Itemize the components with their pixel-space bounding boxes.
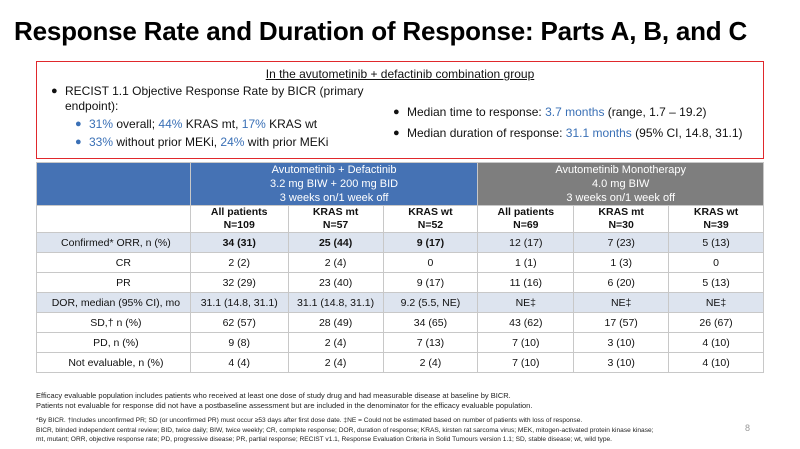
table-cell: 2 (4) (287, 252, 384, 273)
table-cell: NE‡ (477, 292, 575, 313)
page-title: Response Rate and Duration of Response: … (14, 16, 748, 46)
abbreviation-footnotes: *By BICR. †Includes unconfirmed PR; SD (… (36, 416, 736, 445)
bullet-icon: ● (393, 127, 400, 139)
sub-bullet-meki: ● 33% without prior MEKi, 24% with prior… (75, 135, 381, 150)
group-header-combination: Avutometinib + Defactinib 3.2 mg BIW + 20… (189, 162, 479, 206)
table-cell: 23 (40) (287, 272, 384, 293)
table-cell: 28 (49) (287, 312, 384, 333)
table-cell: 3 (10) (573, 352, 670, 373)
table-cell: 62 (57) (189, 312, 289, 333)
column-header: KRAS wt N=39 (668, 205, 764, 233)
summary-heading: In the avutometinib + defactinib combina… (265, 67, 535, 81)
table-cell: 4 (10) (668, 332, 764, 353)
table-row: Not evaluable, n (%) 4 (4) 2 (4) 2 (4) 7… (36, 352, 764, 373)
row-label: PR (36, 272, 191, 293)
table-cell: 7 (13) (382, 332, 479, 353)
bullet-icon: ● (75, 136, 82, 148)
column-header-blank (36, 205, 191, 233)
footnote-symbols: *By BICR. †Includes unconfirmed PR; SD (… (36, 417, 583, 424)
column-header: KRAS mt N=57 (287, 205, 384, 233)
table-cell: 2 (4) (287, 352, 384, 373)
table-row: Confirmed* ORR, n (%) 34 (31) 25 (44) 9 … (36, 232, 764, 253)
footnote-not-evaluable: Patients not evaluable for response did … (36, 401, 533, 410)
table-cell: 3 (10) (573, 332, 670, 353)
table-cell: 1 (3) (573, 252, 670, 273)
sub-bullet-meki-text: 33% without prior MEKi, 24% with prior M… (89, 135, 329, 149)
population-footnotes: Efficacy evaluable population includes p… (36, 391, 776, 411)
table-row: DOR, median (95% CI), mo 31.1 (14.8, 31.… (36, 292, 764, 313)
table-cell: 2 (2) (189, 252, 289, 273)
group-header-blank (36, 162, 191, 206)
table-cell: 31.1 (14.8, 31.1) (287, 292, 384, 313)
bullet-duration-text: Median duration of response: 31.1 months… (407, 126, 743, 140)
footnote-population: Efficacy evaluable population includes p… (36, 391, 511, 400)
table-cell: 9.2 (5.5, NE) (382, 292, 479, 313)
results-table: Avutometinib + Defactinib 3.2 mg BIW + 20… (36, 162, 764, 373)
bullet-time-to-response: ● Median time to response: 3.7 months (r… (393, 105, 765, 120)
group-header-monotherapy: Avutometinib Monotherapy 4.0 mg BIW 3 week… (477, 162, 764, 206)
summary-box: In the avutometinib + defactinib combina… (36, 61, 764, 159)
table-cell: 43 (62) (477, 312, 575, 333)
table-cell: 2 (4) (382, 352, 479, 373)
table-cell: 9 (17) (382, 232, 479, 253)
row-label: SD,† n (%) (36, 312, 191, 333)
bullet-duration-of-response: ● Median duration of response: 31.1 mont… (393, 126, 765, 141)
sub-bullet-overall: ● 31% overall; 44% KRAS mt, 17% KRAS wt (75, 117, 381, 132)
table-row: PR 32 (29) 23 (40) 9 (17) 11 (16) 6 (20)… (36, 272, 764, 293)
table-cell: 9 (8) (189, 332, 289, 353)
bullet-icon: ● (51, 85, 58, 97)
row-label: Not evaluable, n (%) (36, 352, 191, 373)
footnote-abbreviations: BICR, blinded independent central review… (36, 426, 654, 434)
table-cell: 5 (13) (668, 272, 764, 293)
table-cell: 31.1 (14.8, 31.1) (189, 292, 289, 313)
table-cell: 1 (1) (477, 252, 575, 273)
table-cell: 34 (31) (189, 232, 289, 253)
footnote-abbreviations-cont: mt, mutant; ORR, objective response rate… (36, 436, 612, 443)
table-cell: 12 (17) (477, 232, 575, 253)
sub-bullet-overall-text: 31% overall; 44% KRAS mt, 17% KRAS wt (89, 117, 318, 131)
bullet-time-to-response-text: Median time to response: 3.7 months (ran… (407, 105, 707, 119)
table-row: PD, n (%) 9 (8) 2 (4) 7 (13) 7 (10) 3 (1… (36, 332, 764, 353)
table-cell: 17 (57) (573, 312, 670, 333)
table-cell: 9 (17) (382, 272, 479, 293)
table-cell: 7 (23) (573, 232, 670, 253)
bullet-orr-text: RECIST 1.1 Objective Response Rate by BI… (65, 84, 364, 113)
table-cell: 0 (668, 252, 764, 273)
bullet-orr: ● RECIST 1.1 Objective Response Rate by … (51, 84, 381, 114)
table-cell: 7 (10) (477, 332, 575, 353)
table-cell: 34 (65) (382, 312, 479, 333)
table-cell: 0 (382, 252, 479, 273)
table-cell: 5 (13) (668, 232, 764, 253)
summary-left-column: ● RECIST 1.1 Objective Response Rate by … (51, 84, 381, 150)
column-header: KRAS wt N=52 (382, 205, 479, 233)
table-cell: NE‡ (668, 292, 764, 313)
group-header-row: Avutometinib + Defactinib 3.2 mg BIW + 20… (36, 162, 764, 206)
column-header: KRAS mt N=30 (573, 205, 670, 233)
table-cell: 11 (16) (477, 272, 575, 293)
table-cell: 6 (20) (573, 272, 670, 293)
table-cell: 32 (29) (189, 272, 289, 293)
table-cell: NE‡ (573, 292, 670, 313)
table-row: CR 2 (2) 2 (4) 0 1 (1) 1 (3) 0 (36, 252, 764, 273)
table-cell: 25 (44) (287, 232, 384, 253)
summary-right-column: ● Median time to response: 3.7 months (r… (393, 105, 765, 147)
table-cell: 2 (4) (287, 332, 384, 353)
table-cell: 7 (10) (477, 352, 575, 373)
page-number: 8 (744, 423, 750, 433)
table-cell: 26 (67) (668, 312, 764, 333)
bullet-icon: ● (393, 106, 400, 118)
column-header: All patients N=69 (477, 205, 575, 233)
table-cell: 4 (4) (189, 352, 289, 373)
bullet-icon: ● (75, 118, 82, 130)
column-header: All patients N=109 (189, 205, 289, 233)
column-header-row: All patients N=109 KRAS mt N=57 KRAS wt N=5… (36, 205, 764, 233)
table-cell: 4 (10) (668, 352, 764, 373)
row-label: CR (36, 252, 191, 273)
row-label: Confirmed* ORR, n (%) (36, 232, 191, 253)
row-label: PD, n (%) (36, 332, 191, 353)
table-row: SD,† n (%) 62 (57) 28 (49) 34 (65) 43 (6… (36, 312, 764, 333)
row-label: DOR, median (95% CI), mo (36, 292, 191, 313)
